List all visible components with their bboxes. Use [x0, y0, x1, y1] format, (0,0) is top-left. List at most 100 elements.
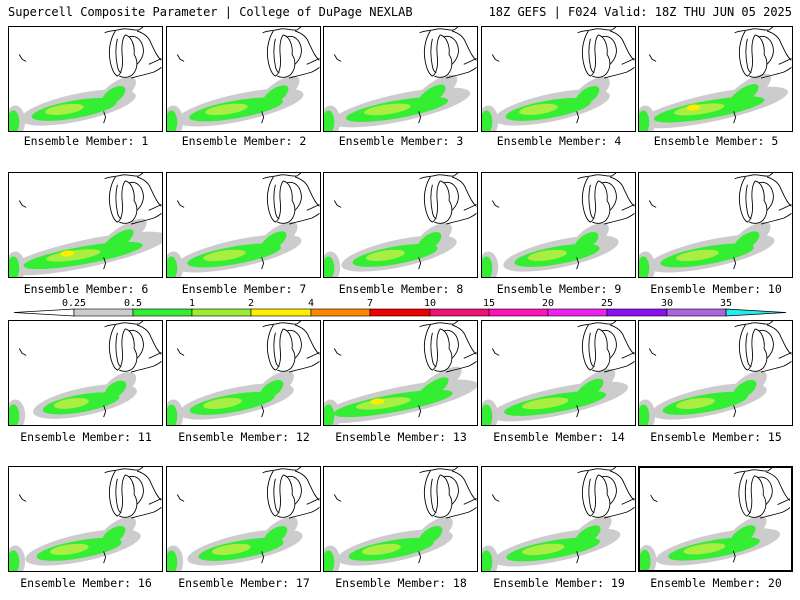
ensemble-member-label: Ensemble Member: 7: [181, 282, 307, 296]
colorbar-segment: [488, 308, 549, 317]
great-lakes-outline-icon: [176, 173, 320, 225]
great-lakes-outline-icon: [18, 27, 162, 79]
ensemble-member-panel[interactable]: [8, 26, 163, 132]
great-lakes-outline-icon: [491, 467, 635, 519]
colorbar-left-arrow-icon: [13, 308, 75, 317]
scp-map: [639, 321, 792, 425]
scp-map: [167, 321, 320, 425]
colorbar-tick-label: 35: [720, 298, 732, 309]
ensemble-member-panel[interactable]: [323, 320, 478, 426]
colorbar-tick-label: 4: [308, 298, 314, 309]
ensemble-member-panel[interactable]: [8, 172, 163, 278]
scp-map: [167, 173, 320, 277]
ensemble-member-label: Ensemble Member: 2: [181, 134, 307, 148]
scp-map: [324, 173, 477, 277]
ensemble-member-panel[interactable]: [481, 172, 636, 278]
great-lakes-outline-icon: [176, 467, 320, 519]
great-lakes-outline-icon: [176, 27, 320, 79]
ensemble-member-label: Ensemble Member: 14: [493, 430, 625, 444]
ensemble-member-label: Ensemble Member: 18: [335, 576, 467, 590]
ensemble-member-panel[interactable]: [638, 466, 793, 572]
scp-map: [9, 321, 162, 425]
great-lakes-outline-icon: [18, 173, 162, 225]
ensemble-member-label: Ensemble Member: 13: [335, 430, 467, 444]
great-lakes-outline-icon: [18, 467, 162, 519]
great-lakes-outline-icon: [491, 27, 635, 79]
colorbar-tick-label: 20: [542, 298, 554, 309]
colorbar-segment: [606, 308, 668, 317]
colorbar-segment: [132, 308, 193, 317]
ensemble-member-label: Ensemble Member: 11: [20, 430, 152, 444]
colorbar-tick-label: 2: [248, 298, 254, 309]
ensemble-member-panel[interactable]: [166, 172, 321, 278]
scp-map: [482, 467, 635, 571]
colorbar-segment: [369, 308, 431, 317]
colorbar-tick-label: 15: [483, 298, 495, 309]
scp-map: [640, 468, 791, 570]
great-lakes-outline-icon: [491, 173, 635, 225]
ensemble-member-label: Ensemble Member: 9: [496, 282, 622, 296]
ensemble-member-panel[interactable]: [166, 320, 321, 426]
colorbar-segment: [310, 308, 371, 317]
colorbar-segment: [250, 308, 312, 317]
colorbar-segment: [73, 308, 134, 317]
colorbar-tick-label: 10: [424, 298, 436, 309]
colorbar-segment: [547, 308, 608, 317]
ensemble-member-label: Ensemble Member: 4: [496, 134, 622, 148]
ensemble-member-label: Ensemble Member: 1: [23, 134, 149, 148]
great-lakes-outline-icon: [648, 27, 792, 79]
great-lakes-outline-icon: [333, 27, 477, 79]
colorbar-tick-label: 0.25: [62, 298, 86, 309]
ensemble-member-panel[interactable]: [166, 26, 321, 132]
ensemble-member-panel[interactable]: [638, 26, 793, 132]
great-lakes-outline-icon: [333, 467, 477, 519]
colorbar: 0.25 0.5 1 2 4 7 10 15 20 25 30 35: [13, 298, 787, 317]
great-lakes-outline-icon: [18, 321, 162, 373]
scp-map: [167, 27, 320, 131]
ensemble-member-label: Ensemble Member: 19: [493, 576, 625, 590]
ensemble-member-label: Ensemble Member: 15: [650, 430, 782, 444]
colorbar-tick-label: 0.5: [124, 298, 142, 309]
ensemble-member-panel[interactable]: [638, 172, 793, 278]
ensemble-member-panel[interactable]: [481, 320, 636, 426]
scp-map: [9, 173, 162, 277]
scp-map: [324, 321, 477, 425]
great-lakes-outline-icon: [176, 321, 320, 373]
scp-map: [482, 173, 635, 277]
ensemble-member-label: Ensemble Member: 3: [338, 134, 464, 148]
great-lakes-outline-icon: [648, 321, 792, 373]
colorbar-tick-label: 25: [601, 298, 613, 309]
scp-map: [482, 27, 635, 131]
colorbar-segment: [666, 308, 727, 317]
scp-map: [167, 467, 320, 571]
colorbar-segment: [191, 308, 252, 317]
great-lakes-outline-icon: [491, 321, 635, 373]
ensemble-member-panel[interactable]: [323, 172, 478, 278]
ensemble-member-label: Ensemble Member: 10: [650, 282, 782, 296]
scp-map: [482, 321, 635, 425]
ensemble-member-panel[interactable]: [8, 320, 163, 426]
scp-map: [639, 27, 792, 131]
run-info: 18Z GEFS | F024 Valid: 18Z THU JUN 05 20…: [488, 5, 792, 19]
ensemble-member-panel[interactable]: [638, 320, 793, 426]
colorbar-segment: [429, 308, 490, 317]
ensemble-member-label: Ensemble Member: 17: [178, 576, 310, 590]
ensemble-member-panel[interactable]: [166, 466, 321, 572]
ensemble-member-label: Ensemble Member: 5: [653, 134, 779, 148]
ensemble-member-label: Ensemble Member: 12: [178, 430, 310, 444]
great-lakes-outline-icon: [648, 173, 792, 225]
ensemble-member-label: Ensemble Member: 6: [23, 282, 149, 296]
scp-map: [639, 173, 792, 277]
scp-map: [9, 27, 162, 131]
ensemble-member-panel[interactable]: [323, 26, 478, 132]
colorbar-tick-label: 1: [189, 298, 195, 309]
scp-map: [324, 27, 477, 131]
ensemble-member-label: Ensemble Member: 20: [650, 576, 782, 590]
ensemble-member-panel[interactable]: [8, 466, 163, 572]
ensemble-member-panel[interactable]: [481, 466, 636, 572]
ensemble-member-panel[interactable]: [323, 466, 478, 572]
scp-map: [324, 467, 477, 571]
page-title: Supercell Composite Parameter | College …: [8, 5, 413, 19]
great-lakes-outline-icon: [333, 173, 477, 225]
ensemble-member-panel[interactable]: [481, 26, 636, 132]
